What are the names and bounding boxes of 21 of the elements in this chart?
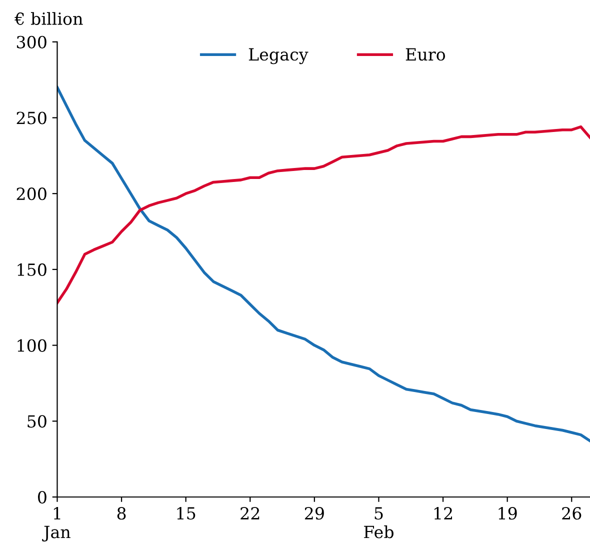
x-tick-label: 8 [117,507,126,520]
x-tick-label: 15 [177,507,196,520]
y-tick-label: 200 [16,188,46,200]
x-tick-label: 12 [434,507,452,520]
y-tick-label: 150 [18,263,46,276]
line-series [57,86,590,442]
y-tick-label: 300 [16,36,46,48]
line-series [57,125,590,304]
x-tick-label: 19 [498,507,517,520]
x-tick-label: 22 [240,507,260,520]
x-tick-label: 29 [304,507,324,520]
x-tick-label: 26 [562,507,582,520]
legend-label: Euro [406,48,446,61]
y-axis-title: € billion [14,12,83,25]
y-tick-label: 100 [18,339,46,352]
legend-label: Legacy [248,48,308,64]
x-tick-label: 1 Jan [42,507,70,542]
y-tick-label: 50 [28,415,46,428]
y-tick-label: 250 [16,112,46,124]
x-tick-label: 5 Feb [364,507,394,538]
y-tick-label: 0 [38,490,46,504]
